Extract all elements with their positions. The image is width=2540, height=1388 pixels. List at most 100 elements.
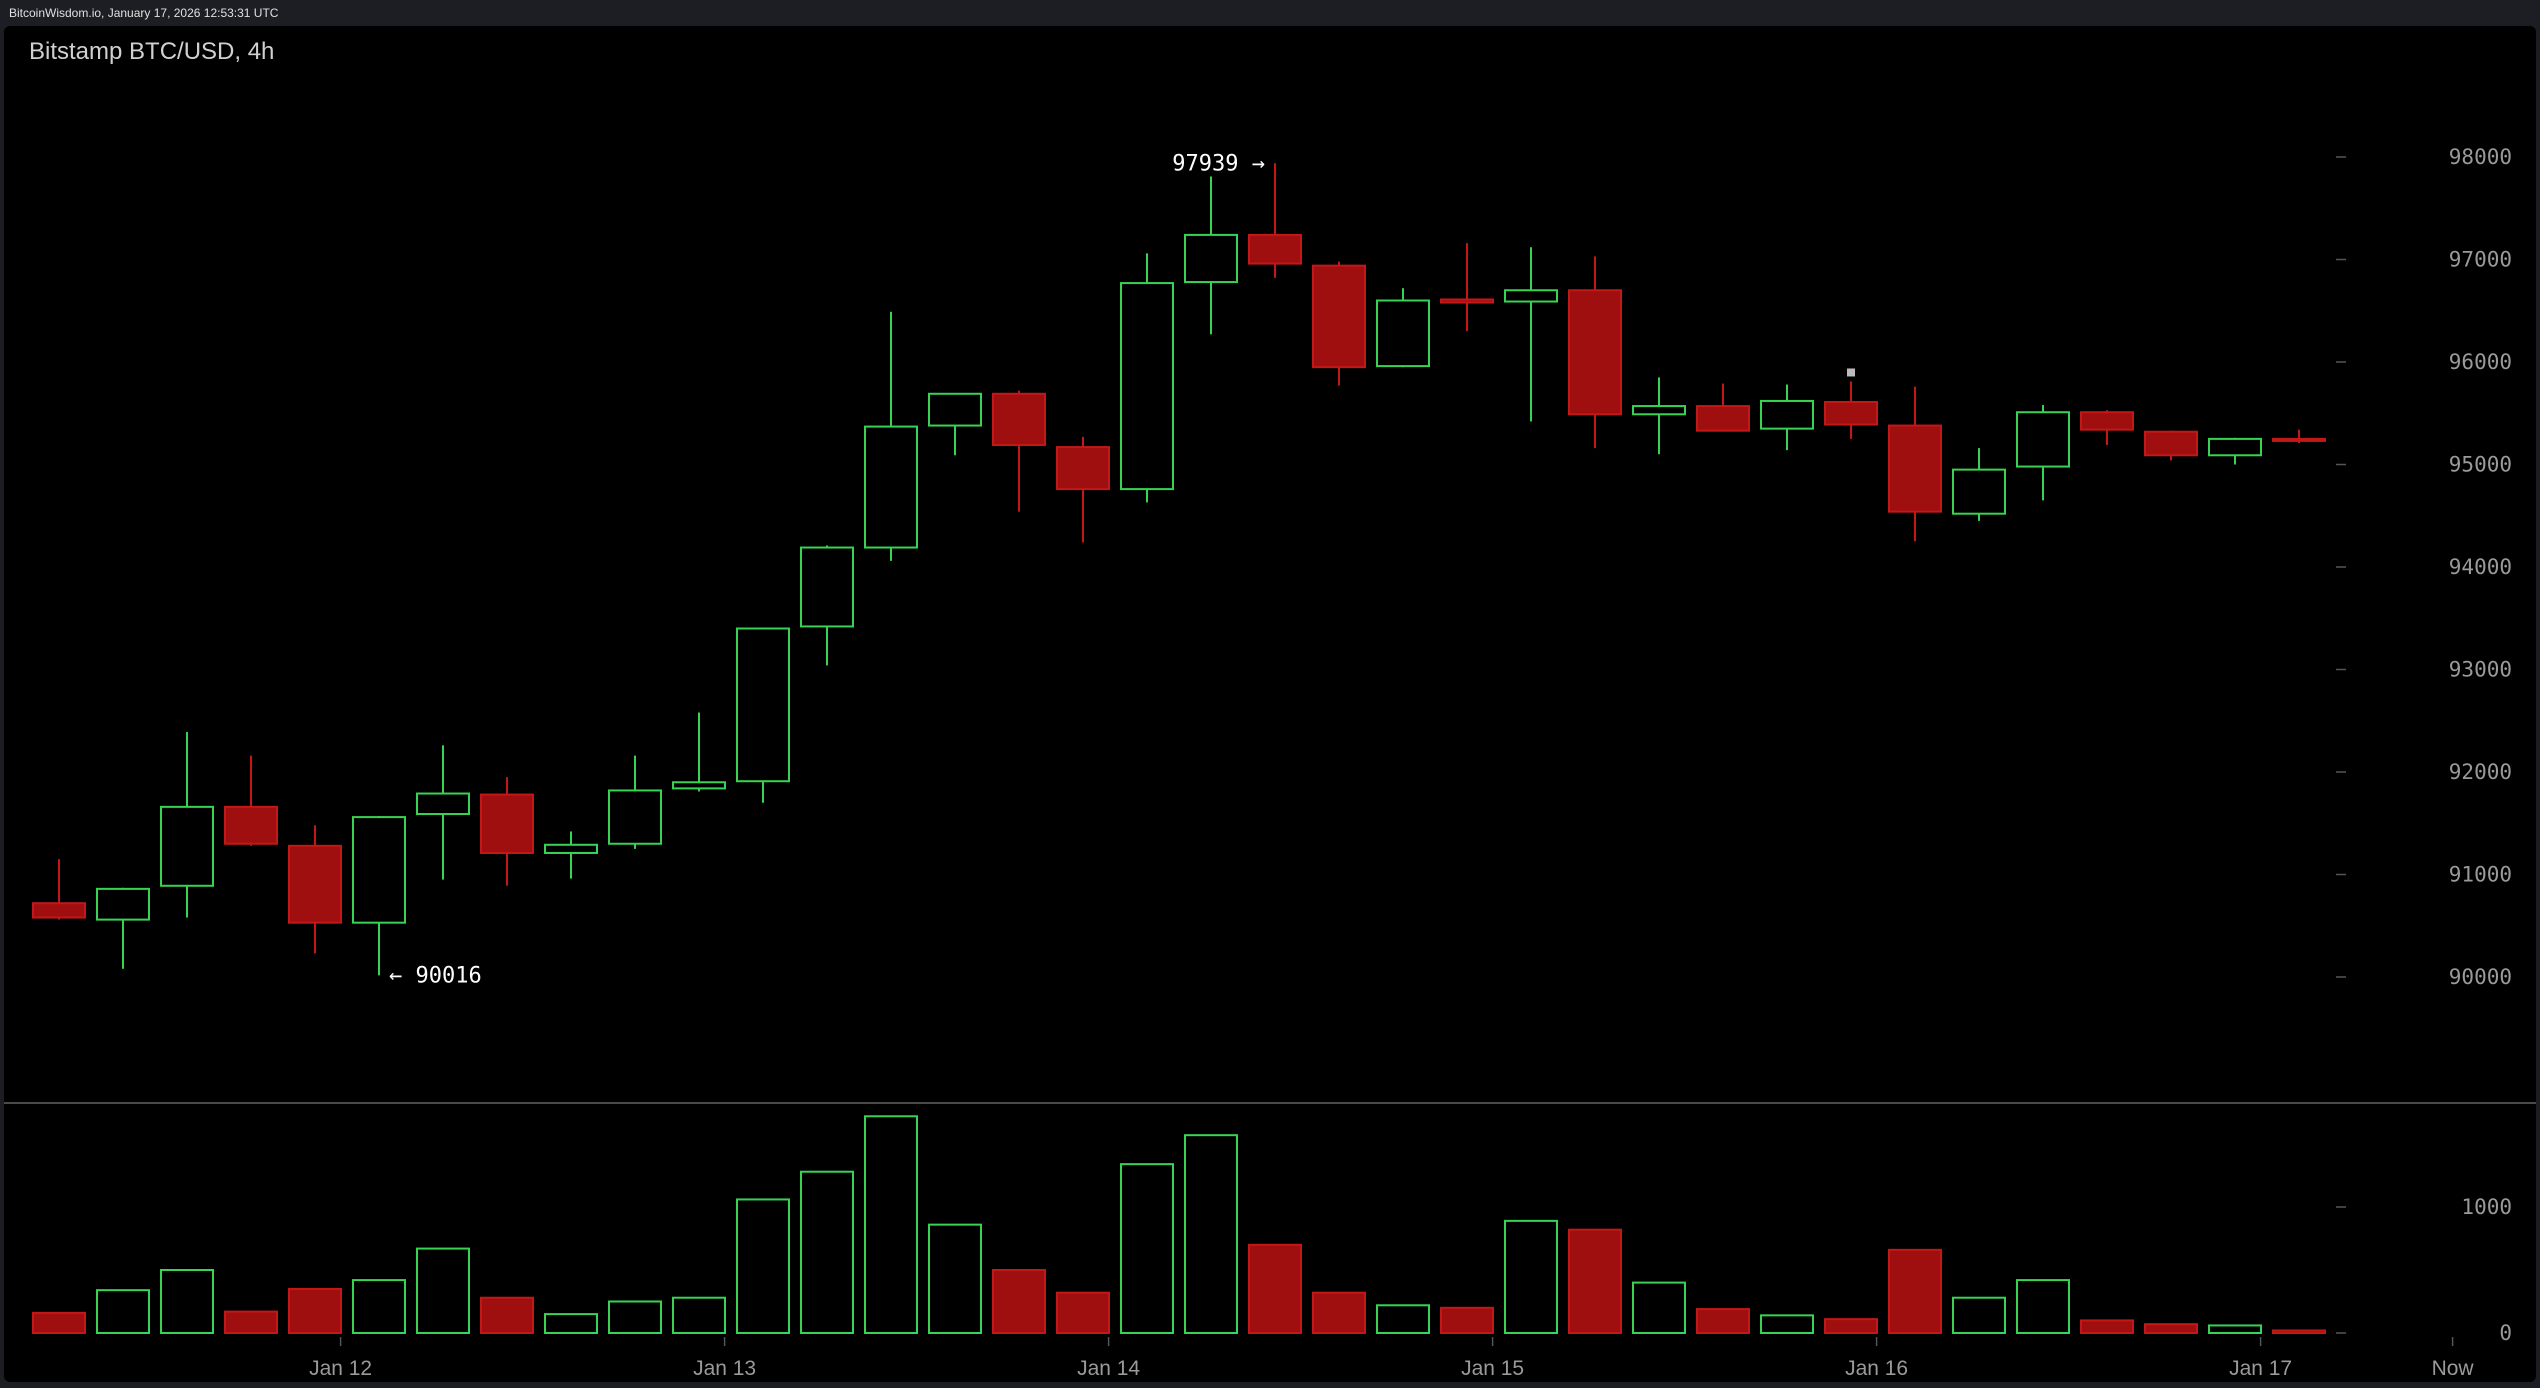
candle — [416, 745, 470, 880]
price-tick-label: 96000 — [2449, 350, 2512, 374]
candle-body — [736, 627, 790, 783]
candle-body — [800, 546, 854, 628]
candle — [288, 825, 342, 954]
volume-bar — [1760, 1314, 1814, 1334]
candle — [1952, 448, 2006, 521]
volume-bar — [672, 1296, 726, 1334]
candle — [672, 712, 726, 792]
candle-body — [2208, 437, 2262, 457]
candle — [1504, 247, 1558, 422]
time-axis: Jan 12 Jan 13 Jan 14 Jan 15 Jan 16 Jan 17 Now — [309, 1337, 2474, 1380]
candle — [992, 390, 1046, 512]
candle — [2272, 429, 2326, 443]
volume-bar — [352, 1279, 406, 1334]
candle-body — [224, 805, 278, 845]
candle — [1248, 163, 1302, 278]
volume-bar — [2016, 1279, 2070, 1334]
candle-body — [1760, 399, 1814, 430]
volume-bar — [1568, 1228, 1622, 1335]
volume-bar — [480, 1296, 534, 1334]
price-annotations: 97939 → ← 90016 — [389, 151, 1265, 988]
candle-body — [96, 887, 150, 921]
volume-bar — [800, 1170, 854, 1334]
volume-bars — [32, 1115, 2326, 1335]
volume-tick-label: 0 — [2499, 1321, 2512, 1345]
volume-bar — [1696, 1308, 1750, 1335]
candle — [480, 777, 534, 886]
volume-bar — [224, 1310, 278, 1334]
volume-axis: 0 1000 — [2336, 1195, 2512, 1345]
volume-bar — [1888, 1248, 1942, 1334]
price-axis: 90000 91000 92000 93000 94000 95000 96000 97000… — [2336, 145, 2512, 989]
candle-body — [1440, 298, 1494, 304]
candle — [1120, 253, 1174, 503]
candle-body — [480, 793, 534, 854]
volume-bar — [1440, 1306, 1494, 1335]
candle — [2016, 405, 2070, 501]
chart-panel — [4, 26, 2536, 1382]
time-tick-label: Jan 12 — [309, 1357, 372, 1380]
volume-bar — [864, 1115, 918, 1335]
candle-body — [1824, 400, 1878, 426]
price-tick-label: 90000 — [2449, 965, 2512, 989]
candle — [1568, 256, 1622, 449]
time-tick-label: Jan 17 — [2229, 1357, 2292, 1380]
volume-bar — [1184, 1134, 1238, 1335]
price-tick-label: 98000 — [2449, 145, 2512, 169]
volume-bar — [1504, 1219, 1558, 1334]
volume-bar — [928, 1223, 982, 1335]
volume-bar — [32, 1311, 86, 1334]
candle — [1440, 243, 1494, 332]
volume-bar — [1312, 1291, 1366, 1335]
candle-body — [416, 792, 470, 816]
candle — [2080, 410, 2134, 446]
candle-body — [928, 392, 982, 427]
candle — [1184, 176, 1238, 335]
time-tick-label: Jan 16 — [1845, 1357, 1908, 1380]
candle — [352, 816, 406, 976]
volume-bar — [1056, 1291, 1110, 1335]
price-annotation: ← 90016 — [389, 963, 482, 988]
candle — [864, 311, 918, 561]
candle-body — [1696, 405, 1750, 432]
candle-body — [672, 781, 726, 790]
candle-body — [1888, 424, 1942, 513]
candle-body — [1312, 264, 1366, 369]
candle — [2144, 430, 2198, 461]
chart-title: Bitstamp BTC/USD, 4h — [29, 38, 274, 65]
price-tick-label: 92000 — [2449, 760, 2512, 784]
volume-bar — [1248, 1243, 1302, 1335]
event-marker — [1847, 368, 1855, 377]
candle-body — [864, 425, 918, 549]
price-tick-label: 94000 — [2449, 555, 2512, 579]
price-tick-label: 91000 — [2449, 863, 2512, 887]
volume-bar — [1376, 1304, 1430, 1335]
candle-body — [1184, 233, 1238, 284]
volume-bar — [2272, 1329, 2326, 1334]
volume-bar — [2144, 1323, 2198, 1335]
candles — [32, 163, 2326, 976]
candle-body — [1568, 289, 1622, 416]
volume-bar — [1824, 1318, 1878, 1335]
candle — [1888, 386, 1942, 542]
candle — [224, 755, 278, 846]
candle — [1632, 377, 1686, 455]
volume-bar — [416, 1247, 470, 1334]
candle — [736, 627, 790, 803]
volume-bar — [992, 1269, 1046, 1334]
price-tick-label: 95000 — [2449, 453, 2512, 477]
volume-bar — [1632, 1281, 1686, 1334]
candle — [544, 831, 598, 879]
candle — [160, 732, 214, 918]
price-tick-label: 97000 — [2449, 248, 2512, 272]
candle-body — [160, 805, 214, 887]
candle — [96, 887, 150, 969]
volume-bar — [96, 1289, 150, 1335]
candle-body — [2080, 411, 2134, 431]
candle-body — [2016, 411, 2070, 468]
candle — [928, 392, 982, 456]
candle — [608, 755, 662, 849]
volume-bar — [2080, 1319, 2134, 1335]
candle — [1760, 384, 1814, 451]
